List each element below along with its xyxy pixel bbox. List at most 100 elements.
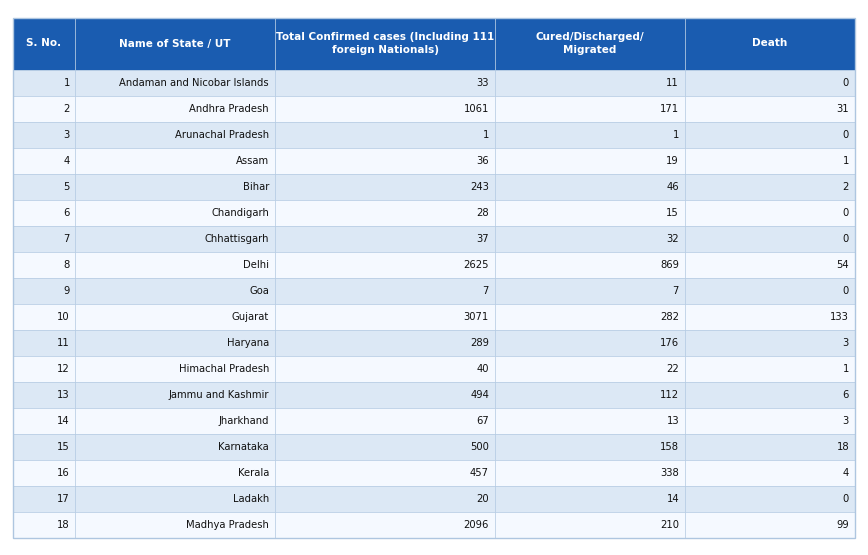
Bar [495,486,685,512]
Bar [685,174,855,199]
Text: 0: 0 [843,129,849,139]
Bar [275,433,495,460]
Text: 11: 11 [57,337,70,347]
Bar [495,251,685,278]
Bar [13,381,75,407]
Text: 457: 457 [470,467,489,477]
Text: 869: 869 [660,260,679,270]
Text: 500: 500 [470,441,489,452]
Text: 10: 10 [57,311,70,321]
Text: 22: 22 [667,364,679,374]
Bar [13,304,75,330]
Text: 12: 12 [57,364,70,374]
Bar [495,433,685,460]
Text: Bihar: Bihar [243,181,269,191]
Bar [685,18,855,69]
Text: S. No.: S. No. [26,38,62,48]
Text: 19: 19 [667,155,679,165]
Bar [13,95,75,122]
Text: 282: 282 [660,311,679,321]
Bar [495,278,685,304]
Bar [275,330,495,356]
Bar [495,174,685,199]
Text: 28: 28 [477,208,489,218]
Text: 1: 1 [63,78,70,88]
Bar [13,407,75,433]
Text: 0: 0 [843,78,849,88]
Bar [275,486,495,512]
Bar [275,18,495,69]
Text: 15: 15 [667,208,679,218]
Bar [13,251,75,278]
Bar [75,199,275,225]
Text: 33: 33 [477,78,489,88]
Text: Gujarat: Gujarat [232,311,269,321]
Bar [75,512,275,537]
Text: 46: 46 [667,181,679,191]
Bar [13,122,75,148]
Bar [13,148,75,174]
Bar [275,251,495,278]
Text: 0: 0 [843,208,849,218]
Text: Madhya Pradesh: Madhya Pradesh [186,519,269,529]
Bar [495,148,685,174]
Text: Andaman and Nicobar Islands: Andaman and Nicobar Islands [120,78,269,88]
Bar [685,460,855,486]
Text: 1: 1 [483,129,489,139]
Bar [275,460,495,486]
Text: 1: 1 [673,129,679,139]
Text: 7: 7 [63,234,70,244]
Text: 8: 8 [63,260,70,270]
Bar [275,174,495,199]
Bar [275,122,495,148]
Text: 14: 14 [57,416,70,426]
Bar [275,225,495,251]
Text: 171: 171 [660,103,679,114]
Bar [75,174,275,199]
Text: 67: 67 [477,416,489,426]
Bar [275,304,495,330]
Bar [75,356,275,381]
Bar [685,199,855,225]
Bar [685,95,855,122]
Text: 1: 1 [843,155,849,165]
Text: 2096: 2096 [464,519,489,529]
Bar [685,330,855,356]
Text: 32: 32 [667,234,679,244]
Text: Ladakh: Ladakh [233,493,269,503]
Text: 0: 0 [843,234,849,244]
Text: Goa: Goa [249,285,269,295]
Bar [13,278,75,304]
Text: Name of State / UT: Name of State / UT [119,38,231,48]
Text: 54: 54 [837,260,849,270]
Bar [75,148,275,174]
Bar [13,174,75,199]
Text: Death: Death [753,38,787,48]
Text: 36: 36 [477,155,489,165]
Text: Delhi: Delhi [243,260,269,270]
Bar [275,148,495,174]
Bar [13,69,75,95]
Bar [13,199,75,225]
Text: Chhattisgarh: Chhattisgarh [205,234,269,244]
Bar [685,278,855,304]
Text: 6: 6 [63,208,70,218]
Bar [275,278,495,304]
Bar [685,304,855,330]
Bar [75,122,275,148]
Bar [685,433,855,460]
Text: 3071: 3071 [464,311,489,321]
Bar [13,460,75,486]
Text: Haryana: Haryana [227,337,269,347]
Bar [75,486,275,512]
Text: 176: 176 [660,337,679,347]
Text: Total Confirmed cases (Including 111
foreign Nationals): Total Confirmed cases (Including 111 for… [276,32,494,55]
Text: 338: 338 [661,467,679,477]
Bar [275,512,495,537]
Bar [495,199,685,225]
Text: 18: 18 [837,441,849,452]
Bar [75,18,275,69]
Bar [495,225,685,251]
Text: 15: 15 [57,441,70,452]
Text: 13: 13 [667,416,679,426]
